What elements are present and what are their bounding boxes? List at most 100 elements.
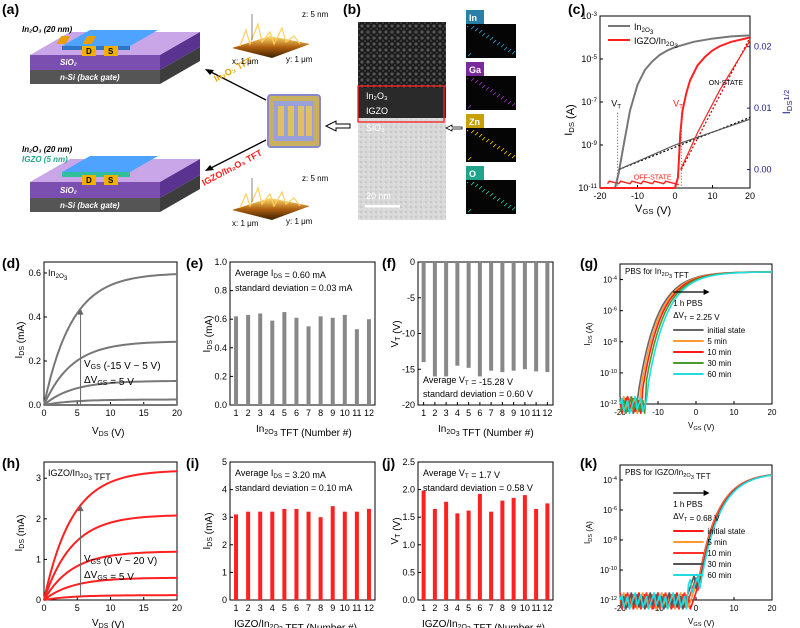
x-tick-label: 0 [41,603,46,613]
electrode-s-bottom: S [108,176,114,185]
eds-dot [488,87,490,89]
x-tick-label: -10 [631,191,644,201]
eds-dot [471,184,473,186]
panel-label-d: (d) [2,255,20,271]
eds-dot [512,157,514,159]
eds-dot [497,148,499,150]
legend-label-3: 30 min [707,560,731,569]
eds-label-ga: Ga [469,65,482,75]
afm-y-top: y: 1 μm [286,55,313,64]
layer-label-nsi-top: n-Si (back gate) [60,73,120,82]
x-tick-label: 15 [139,603,149,613]
eds-badge-in [466,10,484,24]
eds-dot [490,195,492,197]
eds-dot [509,102,511,104]
eds-dot [505,152,507,154]
series-line-in2o3 [600,34,751,189]
panel-b: (b) In₂O₃ IGZO SiO₂ 20 nm In Ga Zn O [343,1,516,220]
eds-dot [483,34,485,36]
bar-12 [366,319,371,405]
bar-6 [294,317,299,405]
eds-dot [487,36,489,38]
x-tick-label: 5 [75,603,80,613]
eds-dot [501,150,503,152]
y-tick-label: 10-4 [603,276,617,285]
eds-dot [492,193,494,195]
bar-9 [511,497,516,600]
legend-label-2: 10 min [707,549,731,558]
eds-dot [495,40,497,42]
eds-dot [477,80,479,82]
eds-dot [503,200,505,202]
eds-dot [510,205,512,207]
bar-8 [500,262,505,373]
x-tick-label-4: 4 [270,408,275,418]
eds-dot [470,105,472,107]
panel-d-title: In2O3 [48,268,68,282]
pbs-curve-2 [619,271,773,414]
eds-dot [508,103,510,105]
eds-dot [469,54,471,56]
x-tick-label: 10 [730,408,739,417]
vgs-arrowhead [77,308,84,315]
panel-label-i: (i) [186,455,199,471]
eds-dot [508,51,510,53]
eds-dot [479,188,481,190]
eds-dot [497,44,499,46]
eds-dot [486,193,488,195]
eds-map-ga [466,76,516,110]
bar-1 [421,490,426,600]
bar-7 [306,511,311,600]
x-tick-label: -20 [593,191,606,201]
eds-dot [490,143,492,145]
x-tick-label: 10 [105,408,115,418]
eds-dot [477,28,479,30]
y2-tick-label: 0.00 [754,165,772,175]
legend-label-1: 5 min [707,337,727,346]
eds-dot [467,182,469,184]
afm-x-top: x: 1 μm [232,57,259,66]
bar-10 [342,314,347,405]
y-tick-label: 10-8 [603,536,617,545]
x-tick-label-6: 6 [477,603,482,613]
eds-dot [476,133,478,135]
y-axis-label: IDS (mA) [202,316,215,353]
eds-maps: In Ga Zn O [466,10,516,214]
eds-dot [472,27,474,29]
eds-dot [509,154,511,156]
x-tick-label: 10 [730,604,739,613]
igzo-noise-floor [606,180,679,186]
eds-dot [512,209,514,211]
eds-dot [486,37,488,39]
layer-label-sio2-bottom: SiO₂ [60,186,77,195]
eds-dot [513,104,515,106]
x-tick-label-12: 12 [542,603,552,613]
eds-dot [493,42,495,44]
eds-dot [512,105,514,107]
y-tick-label: 10-10 [600,566,617,575]
x-tick-label-6: 6 [294,603,299,613]
eds-dot [499,146,501,148]
x-tick-label-11: 11 [531,603,540,613]
bar-3 [258,313,263,405]
eds-dot [472,131,474,133]
eds-dot [504,153,506,155]
eds-dot [484,137,486,139]
bar-2 [246,314,251,405]
y-tick-label: 4 [222,485,227,495]
eds-dot [480,83,482,85]
device-schematic-top: D S In₂O₃ (20 nm) SiO₂ n-Si (back gate) [22,25,200,84]
bar-12 [366,508,371,600]
eds-dot [481,186,483,188]
eds-dot [473,78,475,80]
afm-z-bottom: z: 5 nm [302,174,329,183]
eds-map-in [466,24,516,58]
tem-label-in2o3: In₂O₃ [366,91,388,101]
eds-dot [467,78,469,80]
panel-label-b: (b) [343,1,361,17]
legend-label-0: In2O3 [634,22,654,36]
x-tick-label-2: 2 [432,408,437,418]
eds-dot [468,159,470,161]
x-tick-label: 10 [105,603,115,613]
